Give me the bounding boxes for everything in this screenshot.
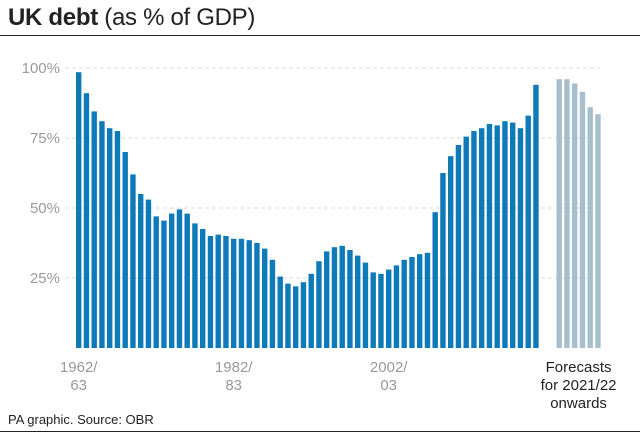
bar-actual — [138, 194, 144, 348]
bar-actual — [417, 254, 423, 348]
bar-actual — [145, 199, 152, 348]
bar-actual — [76, 72, 82, 348]
bar-actual — [463, 136, 469, 348]
bar-actual — [254, 243, 260, 348]
forecast-note: Forecasts for 2021/22 onwards — [541, 359, 617, 412]
bar-actual — [355, 255, 361, 348]
bar-actual — [448, 156, 454, 348]
bar-actual — [486, 124, 493, 348]
bars — [76, 72, 601, 349]
bar-actual — [510, 122, 516, 348]
bar-actual — [494, 125, 500, 349]
bar-actual — [246, 240, 252, 348]
bar-actual — [169, 213, 175, 348]
chart-title-unit: (as % of GDP) — [104, 4, 256, 31]
bar-actual — [122, 152, 128, 348]
bar-actual — [409, 257, 415, 348]
bar-actual — [339, 245, 345, 348]
bar-actual — [401, 259, 407, 348]
bar-actual — [238, 238, 245, 348]
bar-actual — [308, 273, 314, 348]
bar-actual — [207, 236, 214, 348]
bar-actual — [362, 262, 369, 348]
x-tick-label: 1982/83 — [215, 359, 253, 394]
y-axis-ticks: 25% 50% 75% 100% — [22, 60, 60, 287]
bar-actual — [223, 236, 229, 348]
bar-actual — [386, 269, 392, 348]
bar-forecast — [556, 79, 562, 348]
bar-actual — [285, 283, 291, 348]
bar-forecast — [587, 107, 593, 348]
bar-forecast — [564, 79, 570, 348]
bar-actual — [378, 273, 384, 348]
bar-actual — [331, 247, 338, 348]
bar-actual — [455, 145, 462, 348]
bar-actual — [479, 128, 485, 348]
bar-actual — [184, 213, 190, 348]
bar-actual — [502, 121, 508, 348]
bar-actual — [269, 259, 276, 348]
bar-actual — [440, 173, 446, 348]
bar-actual — [114, 131, 121, 348]
bar-actual — [347, 250, 353, 348]
bar-actual — [277, 276, 283, 348]
bar-actual — [176, 209, 183, 348]
x-tick-label: 2002/03 — [370, 359, 408, 394]
bar-actual — [370, 272, 376, 348]
bar-actual — [525, 115, 531, 348]
bar-actual — [107, 128, 113, 348]
title-divider — [0, 35, 640, 36]
bar-actual — [432, 212, 438, 348]
bar-forecast — [579, 91, 586, 349]
source-credit: PA graphic. Source: OBR — [8, 412, 154, 427]
bar-actual — [99, 121, 105, 348]
footer-divider — [0, 431, 640, 432]
bar-actual — [517, 128, 524, 348]
y-tick-label: 25% — [30, 270, 60, 287]
bar-actual — [262, 248, 268, 348]
bar-actual — [424, 252, 431, 348]
bar-forecast — [572, 83, 578, 349]
x-tick-label: 1962/63 — [60, 359, 98, 394]
bar-actual — [192, 223, 198, 348]
x-axis-ticks: 1962/63 1982/83 2002/03 — [60, 359, 408, 394]
bar-actual — [316, 261, 322, 348]
y-tick-label: 100% — [22, 60, 60, 77]
bar-actual — [91, 111, 97, 349]
bar-actual — [471, 131, 477, 348]
y-tick-label: 50% — [30, 200, 60, 217]
bar-actual — [231, 238, 237, 348]
chart-title: UK debt (as % of GDP) — [8, 3, 255, 33]
bar-actual — [215, 234, 221, 348]
bar-actual — [324, 251, 330, 348]
bar-actual — [200, 229, 206, 348]
bar-actual — [161, 220, 167, 348]
bar-actual — [293, 286, 299, 348]
chart-title-main: UK debt — [8, 4, 98, 31]
bar-actual — [533, 84, 539, 349]
y-tick-label: 75% — [30, 130, 60, 147]
bar-actual — [130, 174, 136, 348]
bar-actual — [83, 93, 90, 348]
bar-forecast — [595, 114, 601, 348]
bar-actual — [300, 282, 307, 348]
bar-actual — [393, 265, 400, 348]
bar-actual — [153, 216, 159, 348]
